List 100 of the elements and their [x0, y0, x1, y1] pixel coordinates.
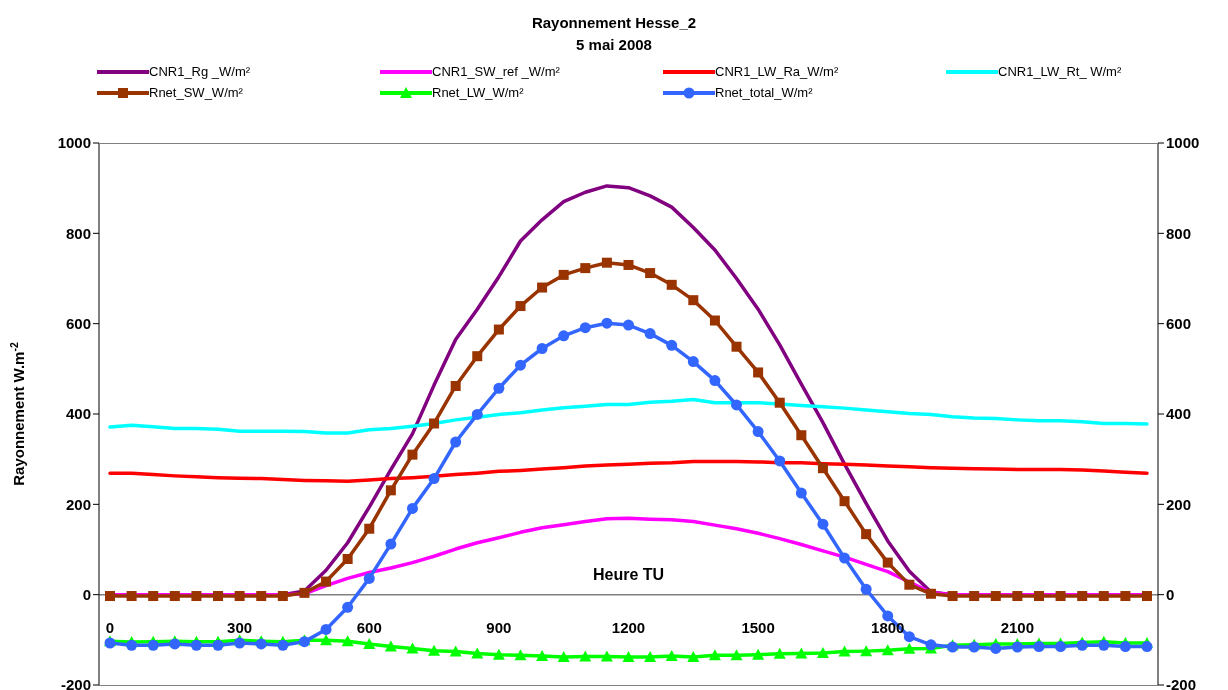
point [212, 639, 224, 651]
point [320, 623, 332, 635]
y-tick-label: -200 [60, 676, 91, 690]
point [321, 576, 332, 587]
point [623, 319, 634, 331]
point [666, 279, 677, 290]
point [169, 591, 180, 602]
point [1098, 591, 1109, 602]
point [537, 282, 548, 293]
point [860, 583, 872, 595]
legend-label: CNR1_LW_Rt_ W/m² [998, 64, 1122, 79]
point [363, 572, 375, 584]
point [256, 591, 267, 602]
point [493, 324, 504, 335]
point [839, 496, 850, 507]
point [407, 449, 418, 460]
point [795, 647, 808, 659]
point [277, 591, 288, 602]
point [471, 408, 483, 420]
point [213, 591, 224, 602]
point [364, 523, 375, 534]
point [449, 645, 462, 657]
point [903, 642, 916, 654]
point [816, 646, 829, 658]
point [838, 645, 851, 657]
point [1011, 641, 1023, 653]
point [580, 263, 591, 274]
point [731, 341, 742, 352]
y2-tick-label: -200 [1166, 676, 1197, 690]
y2-tick-label: 800 [1166, 224, 1192, 242]
point [622, 651, 635, 662]
point [492, 648, 505, 660]
point [341, 635, 354, 647]
point [990, 642, 1002, 654]
point [557, 651, 570, 662]
y-tick-label: 1000 [57, 134, 91, 152]
point [384, 640, 397, 652]
point [1033, 591, 1044, 602]
point [925, 588, 936, 599]
point [385, 485, 396, 496]
legend-label: Rnet_total_W/m² [715, 85, 813, 100]
point [558, 269, 569, 280]
point [1055, 591, 1066, 602]
point [1142, 591, 1152, 602]
point [730, 649, 743, 661]
x-tick-label: 600 [356, 618, 382, 636]
point [753, 367, 764, 378]
point [860, 645, 873, 657]
point [903, 631, 915, 643]
legend-label: Rnet_SW_W/m² [149, 85, 243, 100]
point [515, 301, 526, 312]
point [644, 651, 657, 662]
point [428, 473, 440, 485]
point [126, 591, 137, 602]
point [385, 538, 397, 550]
point [1055, 641, 1067, 653]
point [731, 399, 743, 411]
point [839, 552, 851, 564]
point [471, 647, 484, 659]
point [601, 317, 613, 329]
point [148, 591, 159, 602]
point [1141, 641, 1153, 653]
point [947, 591, 958, 602]
point [342, 553, 353, 564]
point [645, 268, 656, 279]
y2-tick-label: 1000 [1166, 134, 1200, 152]
point [514, 359, 526, 371]
point [277, 639, 289, 651]
point [472, 351, 483, 362]
x-tick-label: 0 [105, 618, 115, 636]
point [1012, 591, 1023, 602]
point [429, 418, 440, 429]
point [666, 339, 678, 351]
point [861, 529, 872, 540]
x-tick-label: 1200 [611, 618, 646, 636]
point [773, 647, 786, 659]
point [363, 637, 376, 649]
point [190, 639, 202, 651]
point [1077, 591, 1088, 602]
legend-label: CNR1_SW_ref _W/m² [432, 64, 560, 79]
point [644, 328, 656, 340]
point [558, 330, 570, 342]
point [299, 587, 310, 598]
x-tick-label: 300 [227, 618, 253, 636]
legend-label: CNR1_Rg _W/m² [149, 64, 251, 79]
point [904, 579, 915, 590]
y-tick-label: 800 [65, 224, 91, 242]
point [1098, 639, 1110, 651]
y2-tick-label: 0 [1166, 585, 1175, 603]
point [752, 648, 765, 660]
point [493, 382, 505, 394]
point [687, 356, 699, 368]
point [406, 642, 419, 654]
x-axis-title: Heure TU [592, 566, 665, 584]
point [536, 343, 548, 355]
point [1120, 591, 1131, 602]
x-tick-label: 2100 [1000, 618, 1035, 636]
point [579, 650, 592, 662]
point [708, 649, 721, 661]
y-tick-label: 400 [65, 405, 91, 423]
